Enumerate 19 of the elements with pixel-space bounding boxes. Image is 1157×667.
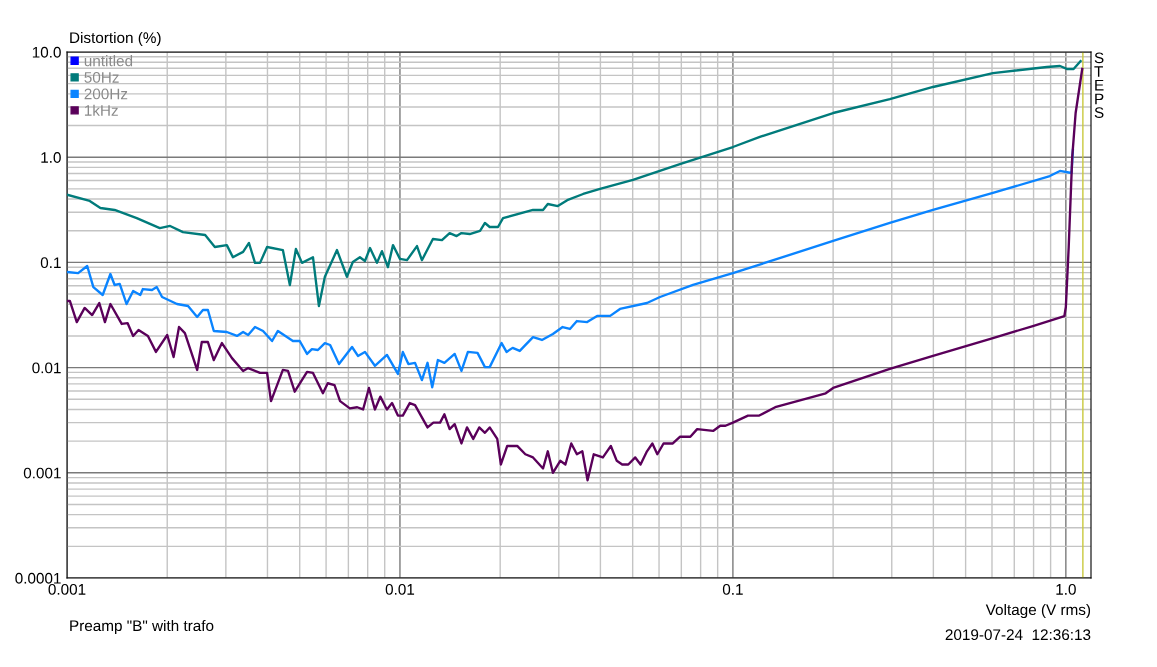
- y-tick-label: 0.01: [32, 362, 61, 374]
- y-tick-label: 10.0: [32, 46, 61, 58]
- legend-label: 200Hz: [84, 88, 128, 100]
- y-tick-label: 1.0: [41, 152, 61, 163]
- legend-label: untitled: [84, 55, 133, 67]
- x-tick-label: 1.0: [1056, 583, 1076, 595]
- x-axis-title: Voltage (V rms): [985, 603, 1091, 619]
- text: STEPS: [1094, 52, 1104, 118]
- y-tick-label: 0.001: [23, 467, 61, 479]
- x-tick-label: 0.01: [385, 583, 415, 595]
- y-axis-title: Distortion (%): [70, 31, 161, 47]
- y-tick-label: 0.0001: [15, 572, 61, 584]
- y-tick-label: 0.1: [40, 257, 61, 269]
- legend-label: 1kHz: [84, 104, 118, 116]
- x-tick-label: 0.001: [48, 583, 86, 595]
- legend-label: 50Hz: [84, 71, 119, 83]
- x-tick-label: 0.1: [722, 583, 743, 595]
- text: Preamp "B" with trafo: [70, 619, 214, 635]
- text: 2019-07-24 12:36:13: [945, 629, 1091, 641]
